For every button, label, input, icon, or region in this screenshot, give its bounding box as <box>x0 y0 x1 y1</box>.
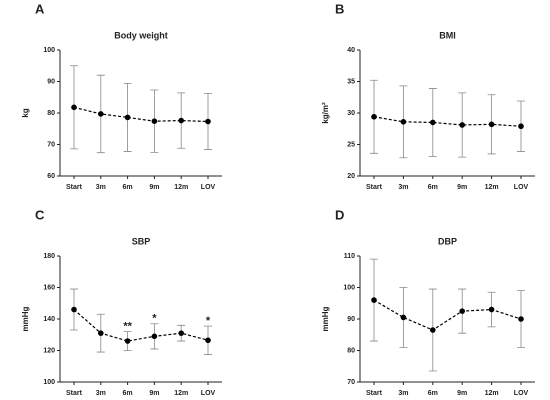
data-point <box>205 337 211 344</box>
panel-letter: A <box>35 1 45 16</box>
data-point <box>400 314 407 321</box>
data-line <box>73 106 209 123</box>
data-point <box>151 333 158 340</box>
y-tick-label: 100 <box>43 47 55 54</box>
y-axis-label: kg/m² <box>321 102 330 124</box>
chart-title: DBP <box>438 236 457 246</box>
x-tick-label: 3m <box>398 184 408 191</box>
data-point <box>430 327 436 333</box>
data-point <box>178 117 184 124</box>
y-tick-label: 25 <box>347 141 355 148</box>
data-point <box>124 114 131 121</box>
data-line <box>373 116 522 127</box>
data-point <box>518 316 524 322</box>
data-point <box>178 330 184 336</box>
x-tick-label: 9m <box>457 390 467 397</box>
x-tick-label: Start <box>66 184 83 191</box>
y-tick-label: 70 <box>47 141 55 148</box>
x-tick-label: 12m <box>485 184 499 191</box>
x-tick-label: 9m <box>149 184 159 191</box>
data-point <box>71 104 77 111</box>
x-tick-label: LOV <box>201 184 216 191</box>
data-point <box>71 306 77 313</box>
x-tick-label: 12m <box>485 390 499 397</box>
y-tick-label: 100 <box>43 379 55 386</box>
data-line <box>373 299 522 331</box>
y-axis-label: kg <box>21 108 30 117</box>
data-point <box>151 118 158 124</box>
chart-title: Body weight <box>114 30 168 40</box>
data-line <box>73 309 209 342</box>
panel-letter: D <box>335 207 344 222</box>
chart-title: BMI <box>439 30 456 40</box>
data-point <box>400 119 407 125</box>
significance-label: ** <box>123 321 132 333</box>
x-tick-label: 6m <box>428 184 438 191</box>
chart-title: SBP <box>132 236 151 246</box>
data-point <box>124 338 131 344</box>
data-point <box>371 297 377 303</box>
x-tick-label: LOV <box>514 184 529 191</box>
data-point <box>430 119 436 126</box>
y-tick-label: 80 <box>47 110 55 117</box>
data-point <box>98 330 104 336</box>
x-tick-label: Start <box>366 184 383 191</box>
y-tick-label: 60 <box>47 173 55 180</box>
x-tick-label: 6m <box>123 390 133 397</box>
x-tick-label: 12m <box>174 390 188 397</box>
y-tick-label: 120 <box>43 347 55 354</box>
y-tick-label: 180 <box>43 253 55 260</box>
y-tick-label: 160 <box>43 284 55 291</box>
data-point <box>205 118 211 125</box>
x-tick-label: 3m <box>96 184 106 191</box>
x-tick-label: 12m <box>174 184 188 191</box>
x-tick-label: Start <box>66 390 83 397</box>
significance-label: * <box>152 313 157 325</box>
y-axis-label: mmHg <box>321 306 330 331</box>
x-tick-label: 6m <box>123 184 133 191</box>
data-point <box>371 113 377 120</box>
x-tick-label: 9m <box>149 390 159 397</box>
x-tick-label: LOV <box>514 390 529 397</box>
y-tick-label: 80 <box>347 347 355 354</box>
y-tick-label: 70 <box>347 379 355 386</box>
y-tick-label: 20 <box>347 173 355 180</box>
x-tick-label: Start <box>366 390 383 397</box>
x-tick-label: 3m <box>96 390 106 397</box>
y-tick-label: 100 <box>343 284 355 291</box>
y-tick-label: 30 <box>347 110 355 117</box>
x-tick-label: LOV <box>201 390 216 397</box>
data-point <box>459 308 466 314</box>
x-tick-label: 9m <box>457 184 467 191</box>
y-tick-label: 90 <box>347 316 355 323</box>
panel-letter: C <box>35 207 45 222</box>
y-axis-label: mmHg <box>21 306 30 331</box>
significance-label: * <box>206 315 211 327</box>
y-tick-label: 90 <box>47 78 55 85</box>
y-tick-label: 40 <box>347 47 355 54</box>
data-point <box>488 306 495 313</box>
y-tick-label: 140 <box>43 316 55 323</box>
data-point <box>518 123 524 130</box>
y-tick-label: 35 <box>347 78 355 85</box>
data-point <box>488 121 495 128</box>
panel-letter: B <box>335 1 344 16</box>
x-tick-label: 6m <box>428 390 438 397</box>
data-point <box>98 111 104 117</box>
y-tick-label: 110 <box>344 253 355 260</box>
x-tick-label: 3m <box>398 390 408 397</box>
data-point <box>459 122 466 128</box>
